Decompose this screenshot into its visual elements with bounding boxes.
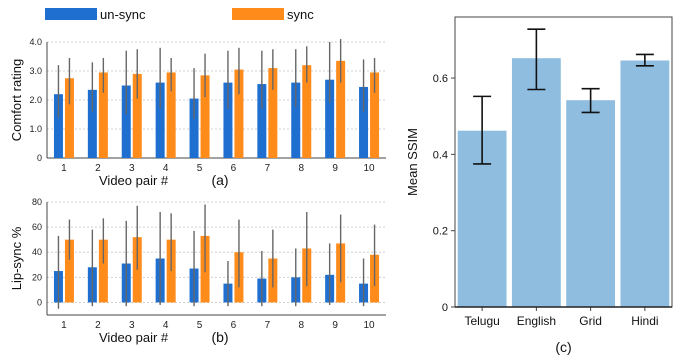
x-tick-label: 9 xyxy=(332,320,338,331)
y-tick-label: 0.6 xyxy=(433,73,448,85)
x-axis-label: Video pair # xyxy=(99,330,169,345)
x-tick-label: 1 xyxy=(61,320,67,331)
y-axis-label: Lip-sync % xyxy=(9,226,24,290)
bar xyxy=(155,82,165,158)
y-tick-label: 4.0 xyxy=(29,37,42,47)
x-tick-label: 10 xyxy=(363,163,375,174)
legend-item-un-sync: un-sync xyxy=(45,7,146,22)
bar xyxy=(189,98,199,158)
x-tick-label: 1 xyxy=(61,163,67,174)
x-tick-label: 8 xyxy=(298,320,304,331)
bar xyxy=(302,65,312,158)
bar xyxy=(234,69,244,158)
bar xyxy=(620,60,670,307)
x-tick-label: 9 xyxy=(332,163,338,174)
bar xyxy=(132,73,142,158)
bar xyxy=(566,100,616,308)
y-tick-label: 0 xyxy=(442,302,448,314)
y-tick-label: 0.2 xyxy=(433,226,448,238)
panel-c-mean-ssim-chart: Telugu English Grid Hindi 0 0.2 0.4 0.6 Mean SSI… xyxy=(405,16,673,355)
bar xyxy=(121,85,131,158)
y-tick-label: 80 xyxy=(32,197,42,207)
bar xyxy=(359,86,369,158)
bar xyxy=(64,239,74,303)
x-tick-label: 6 xyxy=(231,163,237,174)
bar xyxy=(370,72,380,158)
x-tick-label: 2 xyxy=(95,163,101,174)
bar xyxy=(87,89,97,158)
bar xyxy=(336,60,346,158)
x-tick-label: 3 xyxy=(129,163,135,174)
bar xyxy=(200,75,210,158)
bar xyxy=(325,79,335,158)
panel-b-lip-sync-chart: 0 20 40 60 80 1 2 3 4 5 6 7 8 9 10 Video pair # Lip-sync… xyxy=(9,197,386,345)
bar xyxy=(53,94,63,158)
x-tick-label: English xyxy=(517,314,556,328)
y-tick-label: 20 xyxy=(32,272,42,282)
x-tick-label: 2 xyxy=(95,320,101,331)
panel-label: (b) xyxy=(211,329,228,345)
y-tick-label: 0 xyxy=(37,297,42,307)
bar xyxy=(98,72,108,158)
x-tick-label: Grid xyxy=(579,314,602,328)
x-tick-label: Hindi xyxy=(631,314,658,328)
x-tick-label: 7 xyxy=(265,320,271,331)
y-axis-label: Mean SSIM xyxy=(405,128,420,196)
bar xyxy=(511,58,561,307)
y-tick-label: 3.0 xyxy=(29,66,42,76)
y-tick-label: 40 xyxy=(32,247,42,257)
x-tick-label: 7 xyxy=(265,163,271,174)
y-tick-label: 0.4 xyxy=(433,149,448,161)
x-tick-label: 10 xyxy=(363,320,375,331)
x-tick-label: 5 xyxy=(197,320,203,331)
y-axis-label: Comfort rating xyxy=(9,59,24,141)
x-tick-label: Telugu xyxy=(464,314,499,328)
y-tick-label: 0 xyxy=(37,153,42,163)
legend-item-sync: sync xyxy=(232,7,314,22)
x-tick-label: 5 xyxy=(197,163,203,174)
legend-label: sync xyxy=(287,7,314,22)
bar xyxy=(98,239,108,303)
legend-swatch xyxy=(45,8,97,20)
bar xyxy=(291,82,301,158)
legend-swatch xyxy=(232,8,284,20)
y-tick-label: 2.0 xyxy=(29,95,42,105)
x-axis-label: Video pair # xyxy=(99,173,169,188)
bar xyxy=(223,82,233,158)
y-tick-label: 60 xyxy=(32,222,42,232)
panel-label: (c) xyxy=(555,339,571,355)
bar xyxy=(268,68,278,158)
panel-label: (a) xyxy=(211,172,228,188)
bar xyxy=(166,72,176,158)
bar xyxy=(166,239,176,303)
legend-label: un-sync xyxy=(100,7,146,22)
x-tick-label: 3 xyxy=(129,320,135,331)
bar xyxy=(257,84,267,158)
x-tick-label: 6 xyxy=(231,320,237,331)
x-tick-label: 4 xyxy=(163,163,169,174)
panel-a-comfort-rating-chart: 0 1.0 2.0 3.0 4.0 1 2 3 4 5 6 7 8 9 10 Video pair # Comf… xyxy=(9,7,386,188)
x-tick-label: 4 xyxy=(163,320,169,331)
x-tick-label: 8 xyxy=(298,163,304,174)
y-tick-label: 1.0 xyxy=(29,124,42,134)
bar xyxy=(64,78,74,158)
